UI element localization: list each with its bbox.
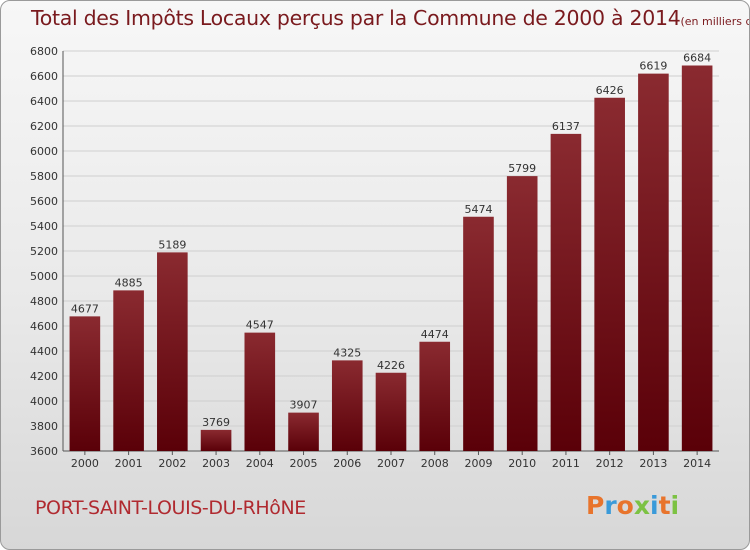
logo-letter: i	[670, 491, 680, 520]
x-tick-label: 2011	[552, 457, 580, 470]
x-tick-label: 2004	[246, 457, 274, 470]
bar	[550, 133, 582, 451]
y-tick-label: 5600	[30, 195, 58, 208]
x-tick-label: 2001	[115, 457, 143, 470]
y-tick-label: 5400	[30, 220, 58, 233]
x-tick-label: 2003	[202, 457, 230, 470]
x-tick-label: 2010	[508, 457, 536, 470]
x-tick-label: 2008	[421, 457, 449, 470]
data-label: 4677	[71, 302, 99, 315]
y-tick-label: 5000	[30, 270, 58, 283]
y-tick-label: 6000	[30, 145, 58, 158]
data-label: 6137	[552, 120, 580, 133]
chart-title: Total des Impôts Locaux perçus par la Co…	[31, 6, 749, 30]
data-label: 6619	[639, 60, 667, 73]
y-tick-label: 4800	[30, 295, 58, 308]
data-label: 5474	[464, 203, 492, 216]
data-label: 4885	[115, 276, 143, 289]
x-tick-label: 2012	[596, 457, 624, 470]
bar	[157, 252, 188, 451]
y-tick-label: 6800	[30, 45, 58, 58]
bar	[288, 412, 319, 451]
bar	[506, 176, 538, 451]
logo-letter: t	[658, 491, 671, 520]
data-label: 3907	[290, 399, 318, 412]
y-tick-label: 6200	[30, 120, 58, 133]
data-label: 3769	[202, 416, 230, 429]
data-label: 4325	[333, 346, 361, 359]
data-label: 4226	[377, 359, 405, 372]
bar	[200, 429, 232, 451]
data-label: 4547	[246, 319, 274, 332]
x-tick-label: 2000	[71, 457, 99, 470]
bar	[419, 341, 451, 451]
y-tick-label: 6600	[30, 70, 58, 83]
y-tick-label: 5200	[30, 245, 58, 258]
proxiti-logo: Proxiti	[586, 491, 679, 520]
logo-letter: o	[616, 491, 634, 520]
y-tick-label: 3600	[30, 445, 58, 458]
data-label: 6684	[683, 52, 711, 65]
data-label: 5799	[508, 162, 536, 175]
y-tick-label: 5800	[30, 170, 58, 183]
y-tick-label: 6400	[30, 95, 58, 108]
bar	[638, 73, 669, 451]
y-tick-label: 3800	[30, 420, 58, 433]
bar	[331, 360, 363, 451]
y-tick-label: 4400	[30, 345, 58, 358]
x-tick-label: 2005	[290, 457, 318, 470]
chart-unit: (en milliers d'€)	[680, 15, 749, 28]
x-tick-label: 2009	[464, 457, 492, 470]
logo-letter: r	[604, 491, 617, 520]
x-tick-label: 2014	[683, 457, 711, 470]
bar	[594, 97, 625, 451]
bar	[681, 65, 713, 451]
y-tick-label: 4600	[30, 320, 58, 333]
commune-name: PORT-SAINT-LOUIS-DU-RHôNE	[35, 497, 306, 519]
data-label: 5189	[158, 238, 186, 251]
logo-letter: P	[586, 491, 605, 520]
x-tick-label: 2007	[377, 457, 405, 470]
chart-title-text: Total des Impôts Locaux perçus par la Co…	[31, 6, 681, 30]
bar	[375, 372, 407, 451]
y-tick-label: 4000	[30, 395, 58, 408]
bar	[463, 216, 494, 451]
x-tick-label: 2013	[639, 457, 667, 470]
data-label: 6426	[596, 84, 624, 97]
y-tick-label: 4200	[30, 370, 58, 383]
bar	[244, 332, 276, 451]
x-tick-label: 2002	[158, 457, 186, 470]
x-tick-label: 2006	[333, 457, 361, 470]
bar	[69, 316, 101, 451]
logo-letter: i	[650, 491, 659, 520]
data-label: 4474	[421, 328, 449, 341]
logo-letter: x	[633, 491, 650, 520]
bar	[113, 290, 144, 451]
